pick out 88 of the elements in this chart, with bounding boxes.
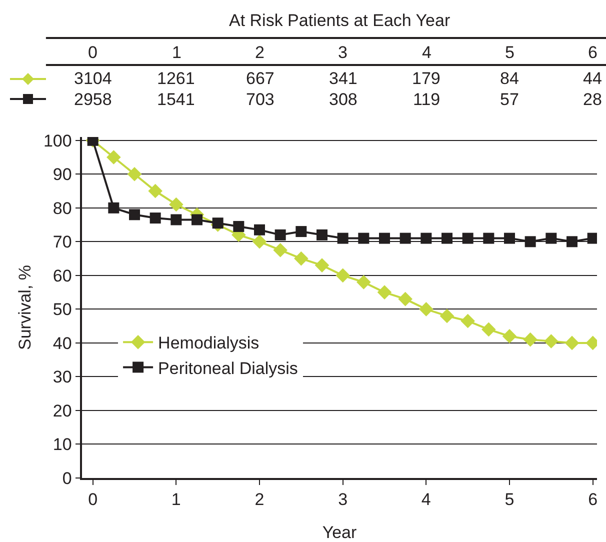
- point: [419, 302, 434, 316]
- text: 1: [172, 43, 182, 62]
- y-tick-label: 40: [52, 334, 72, 353]
- point: [546, 232, 557, 244]
- point: [129, 209, 140, 220]
- point: [148, 184, 162, 198]
- point: [296, 226, 307, 238]
- point: [482, 322, 496, 337]
- point: [564, 336, 580, 350]
- point: [398, 292, 412, 306]
- point: [106, 150, 121, 164]
- y-tick-label: 90: [52, 165, 72, 184]
- text: 4: [422, 43, 432, 62]
- x-tick-label: 0: [88, 490, 98, 510]
- point: [233, 220, 244, 232]
- point: [524, 236, 536, 248]
- text: 1261: [157, 69, 195, 88]
- point: [504, 232, 515, 244]
- y-tick-label: 30: [52, 368, 72, 387]
- x-tick-label: 6: [588, 490, 598, 510]
- point: [316, 229, 328, 240]
- point: [127, 166, 142, 182]
- point: [502, 329, 517, 344]
- point: [379, 232, 390, 244]
- y-tick-label: 20: [52, 401, 72, 420]
- text: 667: [246, 69, 274, 88]
- point: [420, 232, 432, 244]
- text: 5: [505, 43, 514, 62]
- x-tick-label: 4: [421, 490, 431, 510]
- point: [483, 232, 494, 244]
- text: 3104: [74, 69, 112, 88]
- y-tick-label: 10: [52, 435, 72, 454]
- point: [294, 251, 308, 266]
- point: [356, 275, 371, 290]
- point: [377, 285, 392, 300]
- point: [358, 232, 370, 244]
- y-axis-title: Survival, %: [16, 264, 35, 350]
- point: [212, 218, 224, 229]
- text: 3: [338, 43, 348, 62]
- y-tick-label: 100: [43, 131, 72, 150]
- x-axis-title: Year: [322, 523, 358, 542]
- x-tick-label: 5: [504, 490, 514, 510]
- point: [314, 258, 330, 272]
- x-tick-label: 2: [254, 490, 264, 510]
- text: 44: [583, 69, 602, 88]
- point: [462, 232, 474, 244]
- text: 6: [588, 43, 598, 62]
- point: [169, 197, 184, 212]
- point: [544, 334, 558, 348]
- text: 179: [412, 69, 440, 88]
- point: [108, 202, 120, 214]
- x-tick-label: 3: [338, 490, 348, 510]
- y-tick-label: 70: [52, 232, 72, 252]
- text: 28: [583, 90, 602, 109]
- point: [274, 229, 286, 240]
- text: 0: [88, 43, 98, 62]
- point: [150, 212, 161, 224]
- point: [566, 236, 578, 248]
- text: 57: [500, 90, 519, 109]
- point: [587, 232, 597, 244]
- text: At Risk Patients at Each Year: [229, 11, 450, 30]
- point: [337, 232, 348, 244]
- text: 84: [500, 69, 519, 88]
- point: [523, 332, 538, 347]
- y-tick-label: 50: [52, 300, 72, 320]
- point: [400, 232, 411, 244]
- point: [440, 308, 454, 324]
- point: [192, 214, 202, 226]
- text: 2958: [74, 90, 112, 109]
- text: 2: [255, 43, 264, 62]
- point: [252, 234, 267, 249]
- point: [170, 214, 182, 226]
- point: [442, 232, 452, 244]
- text: 119: [413, 90, 440, 109]
- text: 341: [329, 69, 358, 88]
- y-tick-label: 0: [62, 468, 72, 488]
- y-tick-label: 60: [52, 266, 72, 286]
- point: [273, 242, 288, 258]
- text: 308: [329, 90, 358, 109]
- x-tick-label: 1: [171, 490, 181, 510]
- point: [460, 314, 475, 328]
- legend-label: Hemodialysis: [158, 334, 260, 353]
- y-tick-label: 80: [52, 198, 72, 218]
- text: 1541: [157, 90, 195, 109]
- point: [254, 224, 265, 236]
- text: 703: [246, 90, 274, 109]
- legend-label: Peritoneal Dialysis: [158, 358, 298, 378]
- point: [336, 268, 350, 283]
